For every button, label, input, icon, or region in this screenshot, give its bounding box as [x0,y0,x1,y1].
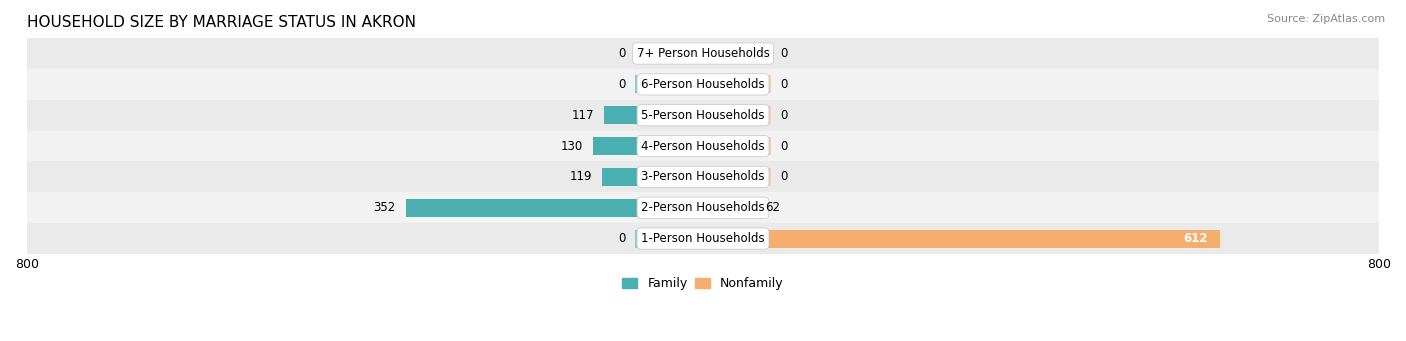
Bar [703,137,770,155]
Bar [27,192,1379,223]
Legend: Family, Nonfamily: Family, Nonfamily [617,272,789,295]
Bar [593,137,703,155]
Text: 0: 0 [780,47,789,60]
Text: 352: 352 [373,201,395,214]
Text: 7+ Person Households: 7+ Person Households [637,47,769,60]
Text: 612: 612 [1182,232,1208,245]
Text: 2-Person Households: 2-Person Households [641,201,765,214]
Bar [703,45,770,62]
Bar [27,69,1379,100]
Text: 0: 0 [617,232,626,245]
Bar [405,199,703,217]
Text: 0: 0 [617,47,626,60]
Bar [636,75,703,93]
Bar [636,45,703,62]
Bar [703,168,770,186]
Bar [27,38,1379,69]
Text: 4-Person Households: 4-Person Households [641,139,765,152]
Text: 0: 0 [780,139,789,152]
Text: 0: 0 [617,78,626,91]
Text: 0: 0 [780,170,789,183]
Bar [636,229,703,248]
Bar [27,131,1379,162]
Text: 3-Person Households: 3-Person Households [641,170,765,183]
Bar [27,223,1379,254]
Text: 62: 62 [765,201,780,214]
Text: 117: 117 [571,109,593,122]
Bar [703,75,770,93]
Text: HOUSEHOLD SIZE BY MARRIAGE STATUS IN AKRON: HOUSEHOLD SIZE BY MARRIAGE STATUS IN AKR… [27,15,416,30]
Text: 0: 0 [780,78,789,91]
Text: 1-Person Households: 1-Person Households [641,232,765,245]
Bar [703,106,770,124]
Text: 0: 0 [780,109,789,122]
Bar [703,199,755,217]
Text: 130: 130 [561,139,583,152]
Text: 119: 119 [569,170,592,183]
Bar [27,100,1379,131]
Text: Source: ZipAtlas.com: Source: ZipAtlas.com [1267,14,1385,24]
Bar [602,168,703,186]
Bar [703,229,1220,248]
Bar [605,106,703,124]
Bar [27,162,1379,192]
Text: 5-Person Households: 5-Person Households [641,109,765,122]
Text: 6-Person Households: 6-Person Households [641,78,765,91]
